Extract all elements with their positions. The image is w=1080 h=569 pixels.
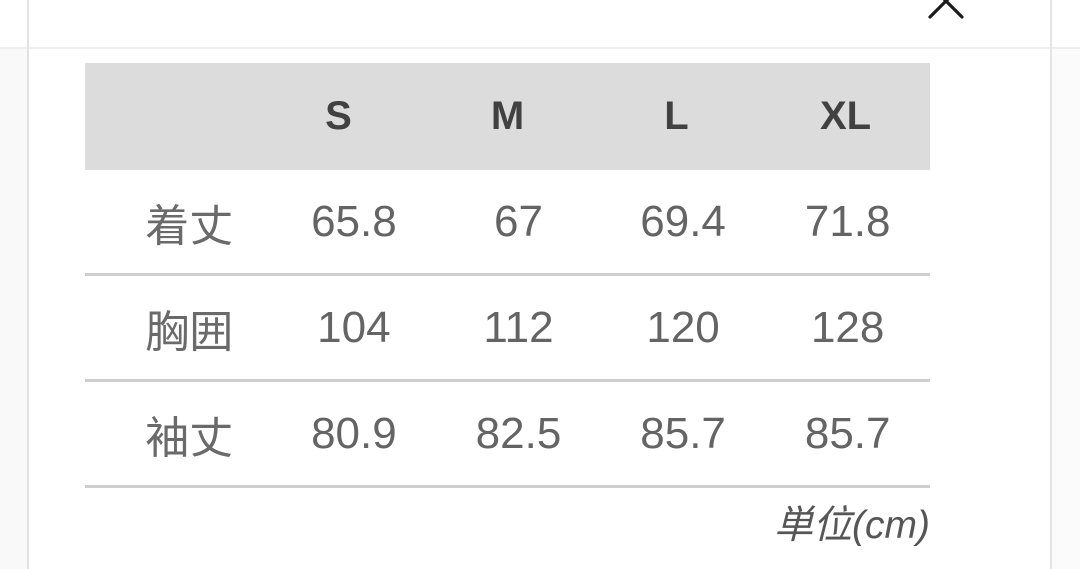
- size-column-header-l: L: [664, 94, 689, 138]
- left-edge-line: [27, 0, 29, 569]
- size-column-header-xl: XL: [819, 94, 872, 138]
- size-value: 71.8: [804, 196, 891, 246]
- size-value: 80.9: [311, 408, 397, 458]
- size-value: 128: [810, 302, 885, 352]
- measurement-label: 胸囲: [145, 307, 234, 357]
- size-value: 112: [483, 302, 554, 352]
- right-edge-line: [1050, 0, 1052, 569]
- size-value: 85.7: [804, 408, 891, 458]
- size-column-header-m: M: [490, 94, 525, 138]
- measurement-label: 着丈: [145, 201, 234, 251]
- measurement-label: 袖丈: [145, 413, 234, 463]
- table-row-length: 着丈 65.8 67 69.4 71.8: [85, 170, 930, 276]
- close-button[interactable]: [918, 0, 974, 29]
- close-icon: [926, 0, 966, 21]
- size-value: 67: [494, 196, 543, 246]
- size-column-header-s: S: [325, 94, 352, 138]
- size-value: 82.5: [475, 408, 562, 458]
- size-value: 65.8: [311, 196, 397, 246]
- table-row-chest: 胸囲 104 112 120 128: [85, 276, 930, 382]
- size-value: 104: [317, 302, 391, 352]
- size-header-row: S M L XL: [85, 63, 930, 170]
- unit-note: 単位(cm): [774, 504, 930, 547]
- size-value: 85.7: [640, 408, 726, 458]
- left-screen-edge: [0, 49, 27, 569]
- size-value: 69.4: [640, 196, 726, 246]
- size-value: 120: [646, 302, 720, 352]
- size-chart-table: S M L XL 着丈 65.8 67 69.4 71.8 胸囲 104 112…: [85, 63, 930, 488]
- table-row-sleeve: 袖丈 80.9 82.5 85.7 85.7: [85, 382, 930, 488]
- top-divider-line: [0, 47, 1080, 49]
- right-screen-edge: [1052, 49, 1080, 569]
